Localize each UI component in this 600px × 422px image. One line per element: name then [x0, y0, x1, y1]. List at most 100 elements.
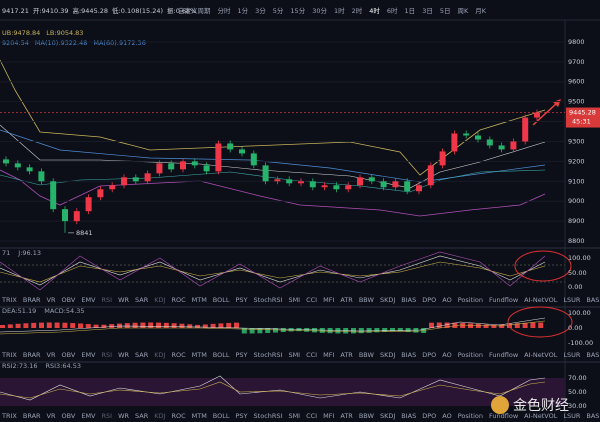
indicator-tab[interactable]: StochRSI — [254, 296, 283, 304]
indicator-tab[interactable]: SKDJ — [380, 296, 395, 304]
period-tab[interactable]: 4时 — [369, 6, 380, 15]
indicator-tab[interactable]: CCI — [306, 351, 317, 359]
indicator-tab[interactable]: BASIS — [586, 296, 600, 304]
indicator-tab[interactable]: BBW — [359, 351, 375, 359]
indicator-tab[interactable]: AI-NetVOL — [524, 296, 558, 304]
indicator-tab[interactable]: ROC — [171, 412, 186, 420]
indicator-tab[interactable]: MFI — [323, 296, 334, 304]
indicator-tab[interactable]: SMI — [288, 351, 300, 359]
indicator-tab[interactable]: KDJ — [154, 351, 165, 359]
period-tab[interactable]: 月K — [475, 7, 487, 15]
indicator-tab[interactable]: DPO — [422, 412, 436, 420]
indicator-tab[interactable]: BOLL — [213, 351, 230, 359]
indicator-tab[interactable]: RSI — [102, 412, 113, 420]
period-tab[interactable]: 1时 — [334, 6, 345, 15]
indicator-tab[interactable]: PSY — [236, 412, 248, 420]
indicator-tab[interactable]: WR — [118, 412, 129, 420]
indicator-tab[interactable]: DPO — [422, 296, 436, 304]
indicator-tab[interactable]: ATR — [340, 296, 353, 304]
indicator-tab[interactable]: BBW — [359, 296, 375, 304]
period-tab[interactable]: 15分 — [290, 6, 305, 15]
indicator-tab[interactable]: SKDJ — [380, 351, 395, 359]
indicator-tab[interactable]: EMV — [81, 412, 96, 420]
indicator-tab[interactable]: VR — [47, 351, 56, 359]
indicator-tab[interactable]: EMV — [81, 351, 96, 359]
indicator-tab[interactable]: MTM — [192, 351, 207, 359]
indicator-tab[interactable]: PSY — [236, 351, 248, 359]
indicator-tab[interactable]: BIAS — [401, 412, 416, 420]
indicator-tab[interactable]: BRAR — [23, 412, 41, 420]
period-tab[interactable]: 分时 — [218, 6, 232, 15]
indicator-tab[interactable]: OBV — [62, 351, 76, 359]
indicator-tab[interactable]: TRIX — [1, 412, 17, 420]
indicator-tab[interactable]: SAR — [135, 412, 149, 420]
indicator-tab[interactable]: StochRSI — [254, 412, 283, 420]
indicator-tab[interactable]: BRAR — [23, 296, 41, 304]
indicator-tab[interactable]: MFI — [323, 412, 334, 420]
indicator-tab[interactable]: TRIX — [1, 296, 17, 304]
indicator-tab[interactable]: ATR — [340, 412, 353, 420]
indicator-tab[interactable]: Position — [458, 412, 483, 420]
indicator-tab[interactable]: Fundflow — [489, 412, 519, 420]
indicator-tab[interactable]: LSUR — [563, 296, 581, 304]
indicator-tab[interactable]: AI-NetVOL — [524, 351, 558, 359]
indicator-tab[interactable]: BASIS — [586, 412, 600, 420]
period-tab[interactable]: 1日 — [405, 7, 416, 15]
indicator-tab[interactable]: AO — [442, 296, 451, 304]
period-tab[interactable]: 1分 — [238, 6, 249, 15]
indicator-tab[interactable]: RSI — [102, 351, 113, 359]
indicator-tab[interactable]: Position — [458, 351, 483, 359]
indicator-tab[interactable]: RSI — [102, 296, 113, 304]
indicator-tab[interactable]: VR — [47, 412, 56, 420]
indicator-tab[interactable]: ROC — [171, 296, 186, 304]
period-tab[interactable]: 5分 — [273, 6, 284, 15]
indicator-tab[interactable]: OBV — [62, 296, 76, 304]
indicator-tab[interactable]: BRAR — [23, 351, 41, 359]
period-tab[interactable]: 3分 — [255, 6, 266, 15]
indicator-tab[interactable]: LSUR — [563, 412, 581, 420]
indicator-tab[interactable]: StochRSI — [254, 351, 283, 359]
indicator-tab[interactable]: SAR — [135, 351, 149, 359]
indicator-tab[interactable]: TRIX — [1, 351, 17, 359]
indicator-tab[interactable]: LSUR — [563, 351, 581, 359]
indicator-tab[interactable]: BOLL — [213, 412, 230, 420]
indicator-tab[interactable]: VR — [47, 296, 56, 304]
indicator-tab[interactable]: PSY — [236, 296, 248, 304]
indicator-tab[interactable]: AO — [442, 412, 451, 420]
indicator-tab[interactable]: MTM — [192, 412, 207, 420]
indicator-tab[interactable]: SAR — [135, 296, 149, 304]
indicator-tab[interactable]: MTM — [192, 296, 207, 304]
indicator-tab[interactable]: KDJ — [154, 296, 165, 304]
period-tab[interactable]: 2时 — [352, 6, 363, 15]
period-tab[interactable]: 6时 — [387, 6, 398, 15]
period-tab[interactable]: 自定义周期 — [178, 6, 211, 15]
period-tab[interactable]: 3日 — [422, 7, 433, 15]
indicator-tab[interactable]: SMI — [288, 412, 300, 420]
indicator-tab[interactable]: BBW — [359, 412, 375, 420]
period-tab[interactable]: 5日 — [440, 7, 451, 15]
indicator-tab[interactable]: ROC — [171, 351, 186, 359]
indicator-tab[interactable]: AI-NetVOL — [524, 412, 558, 420]
indicator-tab[interactable]: DPO — [422, 351, 436, 359]
indicator-tab[interactable]: WR — [118, 296, 129, 304]
indicator-tab[interactable]: WR — [118, 351, 129, 359]
indicator-tab[interactable]: ATR — [340, 351, 353, 359]
indicator-tab[interactable]: Fundflow — [489, 296, 519, 304]
indicator-tab[interactable]: BIAS — [401, 351, 416, 359]
indicator-tab[interactable]: BIAS — [401, 296, 416, 304]
indicator-tab[interactable]: KDJ — [154, 412, 165, 420]
indicator-tab[interactable]: EMV — [81, 296, 96, 304]
indicator-tab[interactable]: Position — [458, 296, 483, 304]
period-tab[interactable]: 30分 — [312, 6, 327, 15]
period-tab[interactable]: 周K — [457, 7, 469, 15]
indicator-tab[interactable]: Fundflow — [489, 351, 519, 359]
indicator-tab[interactable]: OBV — [62, 412, 76, 420]
indicator-tab[interactable]: AO — [442, 351, 451, 359]
indicator-tab[interactable]: BOLL — [213, 296, 230, 304]
indicator-tab[interactable]: MFI — [323, 351, 334, 359]
indicator-tab[interactable]: CCI — [306, 412, 317, 420]
indicator-tab[interactable]: SKDJ — [380, 412, 395, 420]
indicator-tab[interactable]: CCI — [306, 296, 317, 304]
indicator-tab[interactable]: BASIS — [586, 351, 600, 359]
indicator-tab[interactable]: SMI — [288, 296, 300, 304]
